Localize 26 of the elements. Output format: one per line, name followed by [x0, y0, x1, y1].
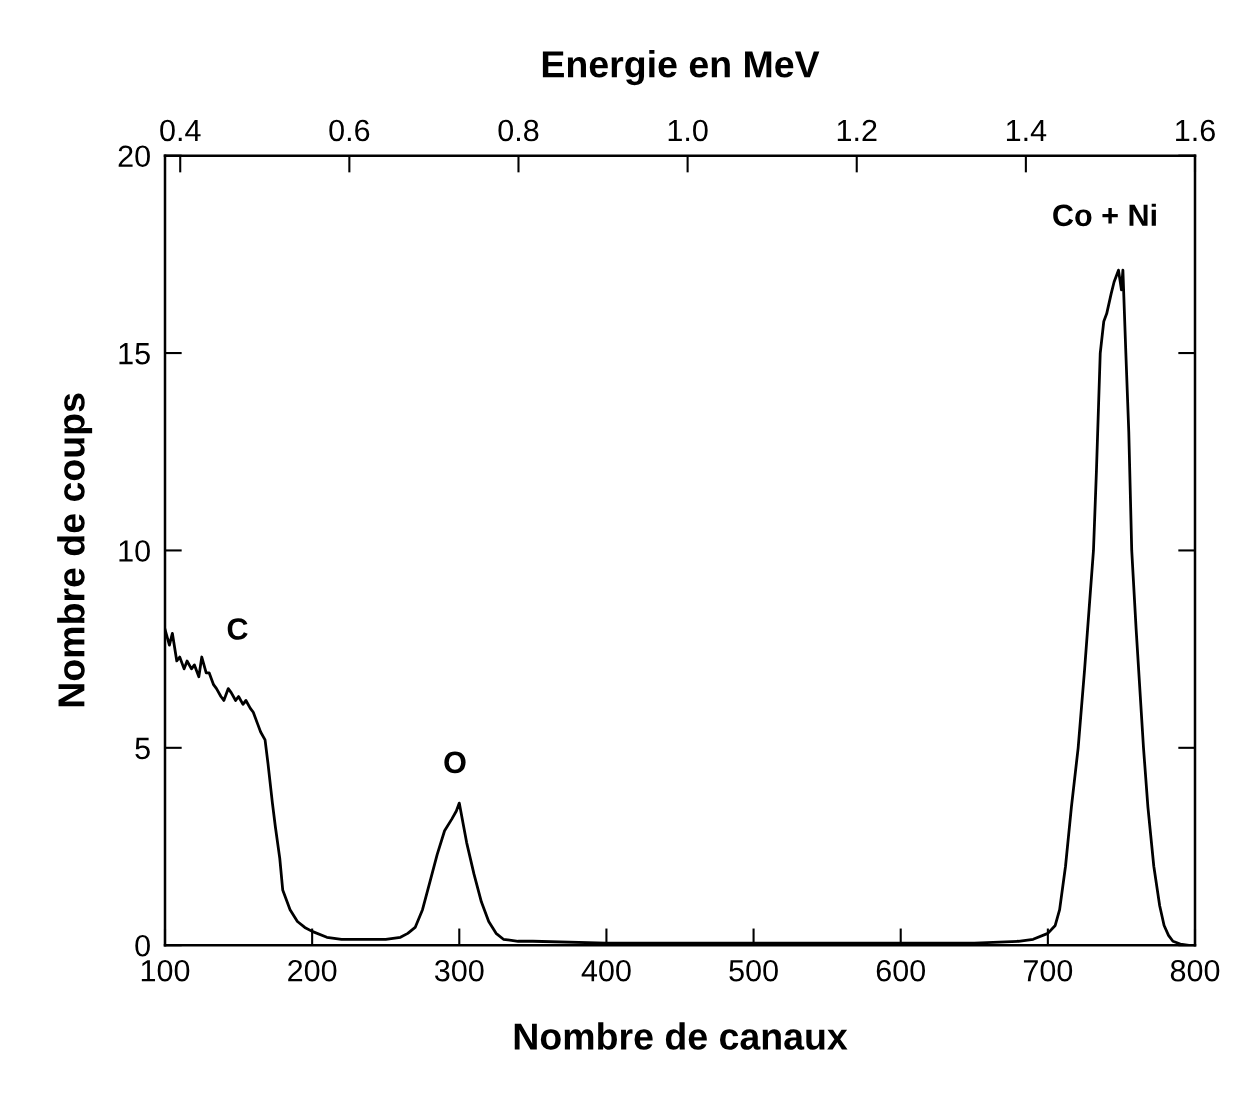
y-tick-label: 5 [135, 737, 150, 760]
y-tick-label: 10 [119, 540, 150, 562]
x2-tick-label: 1.2 [837, 119, 877, 142]
x2-tick-label: 0.8 [498, 119, 539, 142]
x2-tick-label: 0.6 [329, 119, 370, 142]
x-tick-label: 800 [1170, 959, 1220, 982]
y-tick-label: 0 [135, 934, 150, 957]
annotation: C [227, 618, 248, 640]
x-tick-label: 500 [729, 959, 778, 982]
x-tick-label: 200 [288, 959, 337, 982]
x-tick-label: 600 [876, 959, 926, 982]
x2-tick-label: 1.0 [668, 119, 708, 142]
annotation: O [444, 751, 466, 774]
x2-tick-label: 1.6 [1176, 119, 1215, 142]
x-axis-title: Nombre de canaux [514, 1022, 848, 1050]
x-tick-label: 100 [141, 959, 190, 982]
x2-tick-label: 1.4 [1006, 119, 1047, 142]
y-axis-title: Nombre de coups [57, 393, 93, 707]
x2-axis-title: Energie en MeV [542, 50, 820, 86]
y-tick-label: 20 [118, 145, 150, 168]
x2-tick-label: 0.4 [160, 119, 201, 142]
x-tick-label: 300 [434, 959, 484, 982]
x-tick-label: 700 [1023, 959, 1073, 982]
y-tick-label: 15 [119, 343, 150, 365]
annotation: Co + Ni [1053, 203, 1156, 227]
x-tick-label: 400 [581, 959, 631, 982]
